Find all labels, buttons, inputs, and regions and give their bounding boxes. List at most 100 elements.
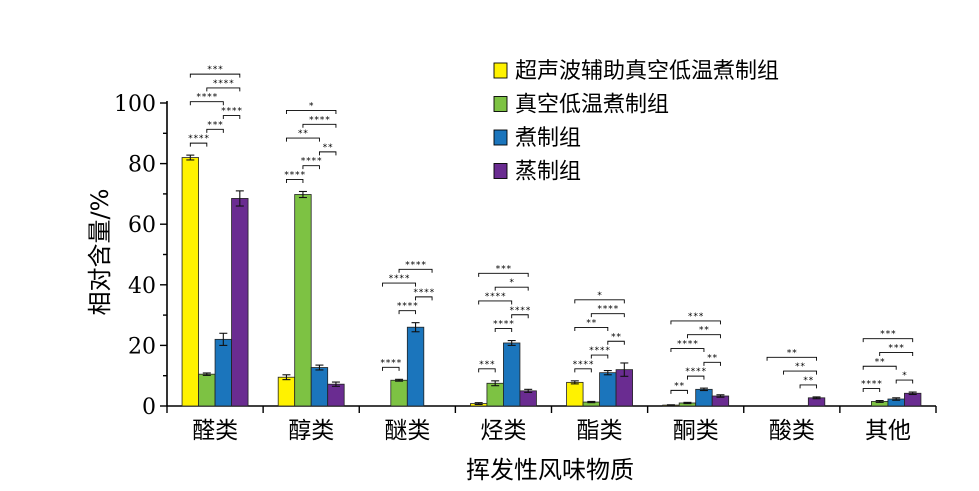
significance-bracket bbox=[574, 299, 625, 304]
y-tick-label: 40 bbox=[128, 274, 156, 299]
significance-label: *** bbox=[479, 360, 495, 370]
significance-bracket bbox=[415, 296, 433, 301]
significance-bracket bbox=[478, 272, 529, 277]
significance-label: **** bbox=[509, 306, 531, 316]
x-tick-label: 醚类 bbox=[384, 418, 430, 444]
significance-bracket bbox=[670, 389, 688, 394]
significance-label: *** bbox=[880, 330, 896, 340]
bar bbox=[519, 390, 537, 407]
significance-bracket bbox=[574, 368, 592, 373]
significance-label: **** bbox=[677, 340, 699, 350]
significance-bracket bbox=[879, 352, 914, 356]
significance-bracket bbox=[318, 151, 337, 156]
y-tick-label: 60 bbox=[128, 213, 156, 238]
significance-label: **** bbox=[188, 134, 210, 144]
bar bbox=[231, 198, 249, 407]
significance-label: **** bbox=[212, 79, 234, 89]
y-tick-label: 100 bbox=[114, 92, 156, 117]
x-axis-title: 挥发性风味物质 bbox=[466, 456, 634, 484]
significance-label: **** bbox=[484, 292, 506, 302]
x-tick-label: 醛类 bbox=[192, 418, 238, 444]
significance-bracket bbox=[206, 128, 224, 133]
significance-label: *** bbox=[688, 312, 704, 322]
significance-label: **** bbox=[309, 115, 331, 125]
significance-bracket bbox=[285, 179, 304, 183]
significance-bracket bbox=[783, 370, 818, 375]
significance-label: * bbox=[902, 371, 907, 381]
significance-bracket bbox=[189, 142, 208, 147]
significance-bracket bbox=[766, 356, 818, 361]
significance-bracket bbox=[494, 328, 513, 333]
significance-label: **** bbox=[685, 367, 707, 377]
bar bbox=[406, 326, 425, 407]
significance-label: ** bbox=[611, 332, 622, 342]
significance-bracket bbox=[686, 375, 705, 380]
significance-label: **** bbox=[572, 360, 594, 370]
legend-label: 真空低温煮制组 bbox=[515, 93, 669, 118]
significance-bracket bbox=[670, 348, 705, 353]
significance-label: **** bbox=[597, 305, 619, 315]
significance-label: *** bbox=[207, 120, 223, 130]
legend-swatch bbox=[493, 96, 508, 112]
x-tick-label: 酸类 bbox=[769, 418, 815, 444]
significance-bracket bbox=[398, 268, 433, 273]
significance-label: **** bbox=[196, 93, 218, 103]
significance-layer: ****************************************… bbox=[188, 65, 914, 394]
x-tick-label: 醇类 bbox=[288, 418, 334, 444]
significance-bracket bbox=[478, 368, 496, 373]
bar bbox=[503, 342, 521, 407]
significance-label: * bbox=[308, 101, 313, 111]
significance-label: **** bbox=[396, 302, 418, 312]
legend-swatch bbox=[493, 163, 508, 179]
legend-label: 超声波辅助真空低温煮制组 bbox=[515, 59, 779, 84]
significance-bracket bbox=[895, 379, 914, 384]
bar bbox=[277, 376, 296, 407]
x-tick-label: 烃类 bbox=[480, 418, 526, 444]
bars-layer bbox=[181, 154, 922, 407]
significance-bracket bbox=[302, 123, 337, 128]
significance-bracket bbox=[862, 338, 914, 343]
significance-label: * bbox=[597, 291, 602, 301]
significance-bracket bbox=[206, 87, 241, 92]
significance-label: ** bbox=[795, 362, 806, 372]
significance-label: **** bbox=[221, 107, 243, 117]
bar bbox=[599, 372, 617, 407]
significance-label: ** bbox=[786, 348, 797, 358]
significance-bracket bbox=[574, 327, 609, 331]
y-tick-label: 20 bbox=[128, 334, 156, 359]
significance-label: **** bbox=[284, 170, 306, 180]
significance-label: *** bbox=[207, 65, 223, 75]
significance-bracket bbox=[189, 73, 241, 78]
significance-label: ** bbox=[586, 318, 597, 328]
significance-bracket bbox=[590, 313, 625, 318]
significance-label: **** bbox=[413, 288, 435, 298]
significance-label: *** bbox=[888, 343, 904, 353]
significance-label: *** bbox=[495, 264, 511, 274]
significance-label: **** bbox=[300, 157, 322, 167]
significance-bracket bbox=[670, 320, 721, 325]
significance-bracket bbox=[222, 115, 241, 120]
significance-label: **** bbox=[493, 320, 515, 330]
bar bbox=[695, 388, 713, 407]
significance-bracket bbox=[398, 310, 417, 315]
legend-swatch bbox=[493, 62, 508, 79]
significance-label: ** bbox=[298, 129, 309, 139]
x-tick-label: 酯类 bbox=[577, 418, 623, 444]
y-tick-label: 0 bbox=[142, 395, 156, 420]
significance-bracket bbox=[285, 110, 337, 114]
significance-label: **** bbox=[380, 358, 402, 368]
significance-bracket bbox=[862, 365, 897, 370]
bar bbox=[904, 392, 922, 407]
x-tick-label: 酮类 bbox=[673, 418, 719, 444]
significance-bracket bbox=[302, 165, 320, 170]
legend-swatch bbox=[493, 129, 508, 146]
significance-label: ** bbox=[699, 326, 710, 336]
significance-bracket bbox=[862, 388, 881, 393]
legend-label: 蒸制组 bbox=[515, 160, 581, 185]
significance-bracket bbox=[189, 101, 224, 106]
y-tick-label: 80 bbox=[128, 153, 156, 178]
significance-label: ** bbox=[674, 381, 685, 391]
significance-bracket bbox=[285, 137, 320, 142]
significance-bracket bbox=[703, 361, 721, 366]
